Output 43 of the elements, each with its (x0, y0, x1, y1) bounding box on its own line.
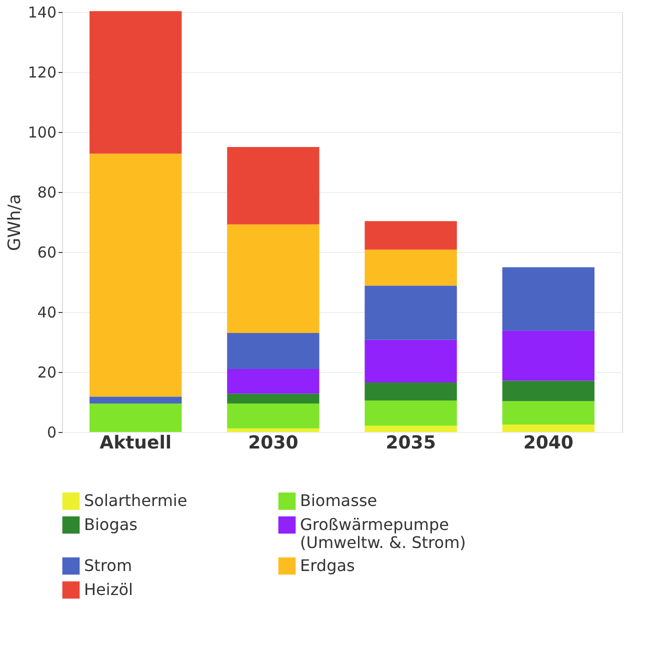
bar (227, 404, 320, 428)
bar (90, 154, 182, 397)
x-tick-label: 2040 (523, 432, 574, 454)
bar (364, 382, 457, 400)
bar (502, 330, 594, 381)
legend-label: Biogas (84, 515, 138, 534)
y-tick-label: 120 (28, 64, 56, 82)
bar (227, 224, 320, 333)
bar (502, 424, 594, 432)
bar (502, 380, 594, 402)
bar (364, 426, 457, 432)
bar (364, 250, 457, 286)
legend-label: Heizöl (84, 580, 133, 599)
bar (227, 394, 320, 404)
bar (364, 340, 457, 382)
bar (90, 404, 182, 432)
y-tick-label: 20 (37, 364, 56, 382)
y-tick-label: 0 (46, 424, 56, 442)
bar (364, 400, 457, 426)
y-axis-title: GWh/a (4, 194, 25, 251)
bar (90, 396, 182, 404)
legend-label: Erdgas (300, 556, 355, 575)
bar (227, 147, 320, 224)
bar (364, 286, 457, 340)
y-tick-label: 100 (28, 124, 56, 142)
bar (502, 401, 594, 424)
x-tick-label: 2030 (248, 432, 298, 454)
bar (90, 11, 182, 154)
y-tick-label: 60 (37, 244, 56, 262)
y-tick-label: 140 (28, 4, 56, 22)
x-tick-label: 2035 (386, 432, 436, 454)
x-tick-label: Aktuell (100, 432, 172, 454)
legend-label: Biomasse (300, 491, 378, 510)
bar (364, 221, 457, 250)
legend-label: Solarthermie (84, 491, 188, 510)
bar (227, 333, 320, 369)
y-tick-label: 80 (37, 184, 56, 202)
bar (227, 428, 320, 432)
bar (227, 369, 320, 394)
y-tick-label: 40 (37, 304, 56, 322)
legend-label: Strom (84, 556, 132, 575)
legend-label: Großwärmepumpe (Umweltw. &. Strom) (300, 515, 466, 552)
bar (502, 267, 594, 331)
